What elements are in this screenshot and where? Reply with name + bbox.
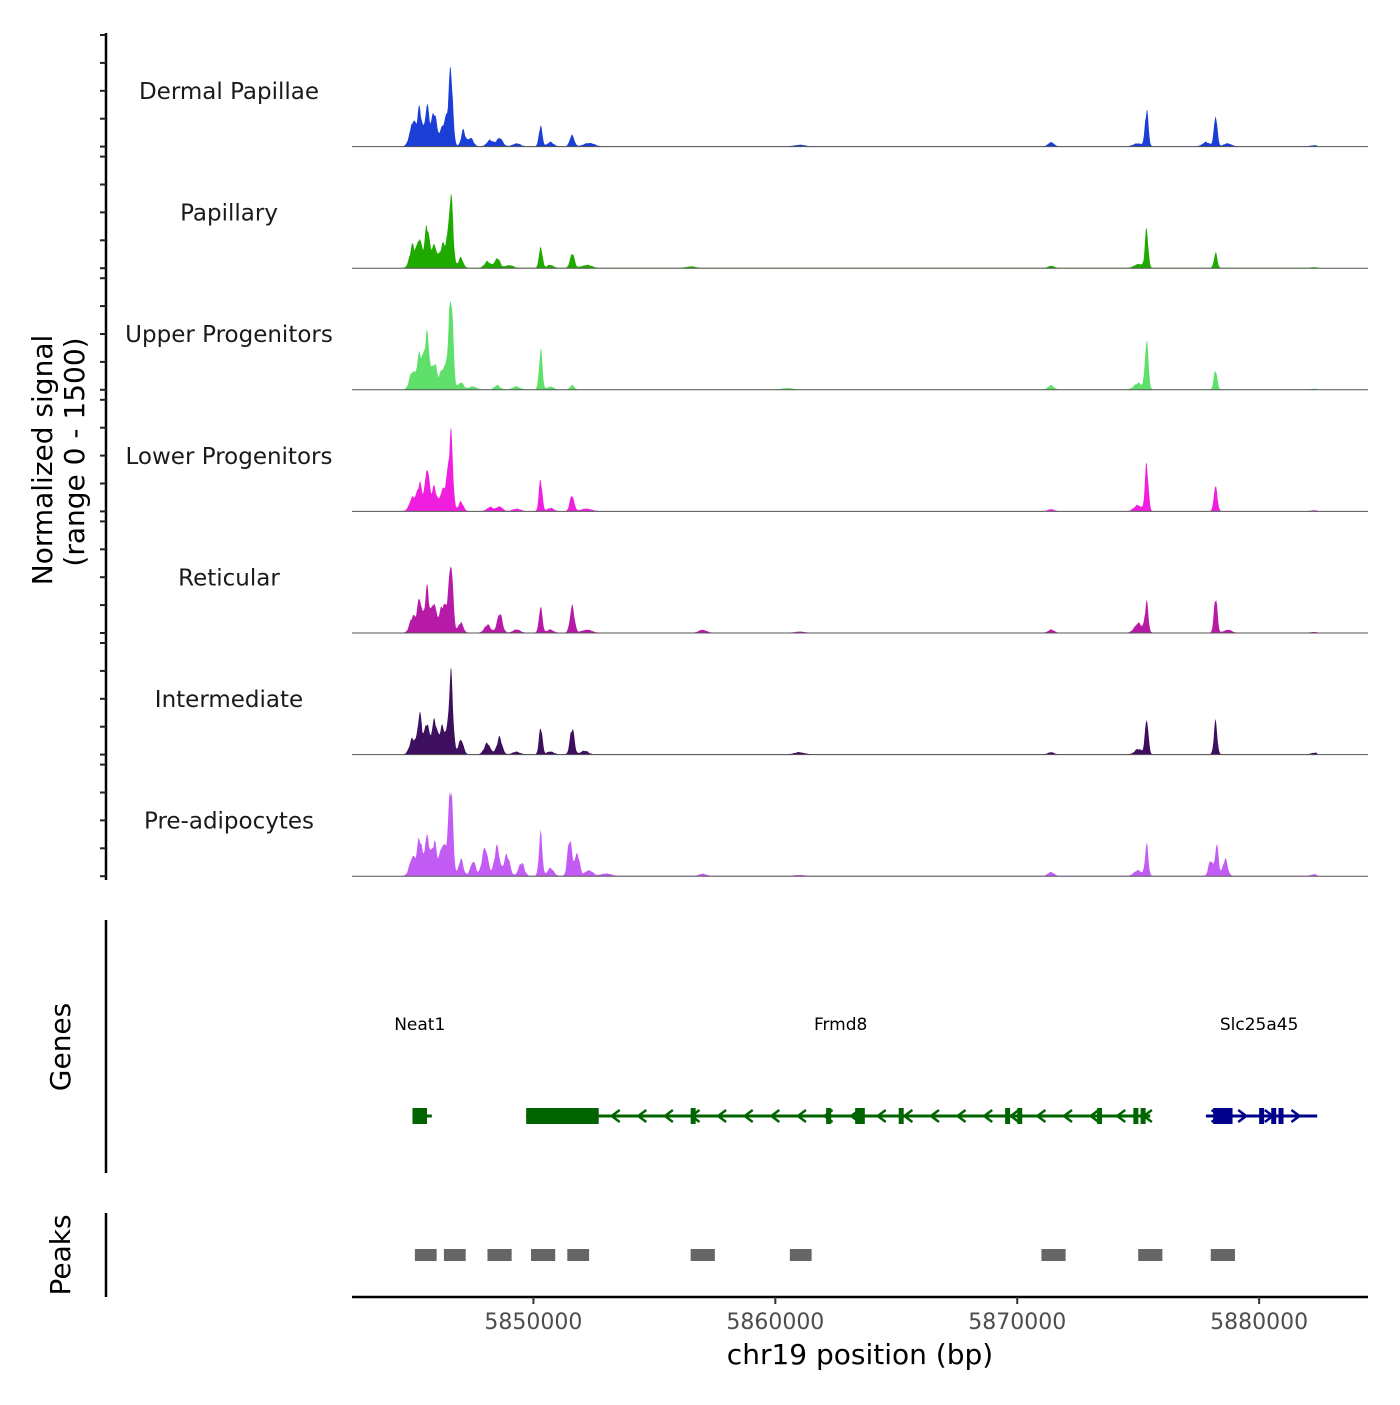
track-upper-progenitors: Upper Progenitors — [125, 301, 1368, 391]
signal-area — [402, 566, 1318, 633]
gene-label: Neat1 — [394, 1015, 445, 1035]
signal-area — [402, 193, 1318, 269]
track-dermal-papillae: Dermal Papillae — [139, 67, 1368, 148]
gene-exon — [826, 1108, 832, 1124]
strand-arrow — [769, 1109, 781, 1123]
gene-exon — [1259, 1108, 1265, 1124]
x-tick-label: 5860000 — [726, 1310, 824, 1335]
strand-arrow — [1088, 1109, 1100, 1123]
track-reticular: Reticular — [178, 565, 1368, 634]
peak-region — [531, 1249, 556, 1261]
peak-region — [1138, 1249, 1163, 1261]
gene-neat1: Neat1 — [394, 1015, 445, 1124]
strand-arrow — [742, 1109, 754, 1123]
peaks-track — [414, 1249, 1235, 1261]
strand-arrow — [1061, 1109, 1073, 1123]
peak-region — [414, 1249, 437, 1261]
peak-region — [1041, 1249, 1066, 1261]
peak-region — [487, 1249, 512, 1261]
track-label: Pre-adipocytes — [144, 809, 314, 835]
signal-area — [402, 67, 1318, 147]
track-label: Dermal Papillae — [139, 79, 319, 105]
strand-arrow — [1237, 1109, 1249, 1123]
gene-exon — [1005, 1108, 1011, 1124]
peaks-track-title: Peaks — [44, 1214, 77, 1295]
track-label: Papillary — [180, 201, 278, 227]
strand-arrow — [636, 1109, 648, 1123]
x-tick-label: 5850000 — [484, 1310, 582, 1335]
peak-region — [789, 1249, 812, 1261]
y-axis-title-line-2: (range 0 - 1500) — [58, 337, 91, 566]
signal-area — [402, 301, 1318, 390]
strand-arrow — [875, 1109, 887, 1123]
gene-exon — [855, 1108, 865, 1124]
strand-arrow — [716, 1109, 727, 1123]
x-axis: 5850000 5860000 5870000 5880000 — [352, 1295, 1368, 1335]
signal-area — [402, 668, 1318, 755]
track-label: Upper Progenitors — [125, 322, 333, 348]
strand-arrow — [1115, 1109, 1127, 1123]
gene-exon — [1097, 1108, 1103, 1124]
track-intermediate: Intermediate — [155, 668, 1368, 756]
strand-arrow — [1290, 1109, 1302, 1123]
x-axis-title: chr19 position (bp) — [727, 1338, 993, 1371]
gene-exon — [1140, 1108, 1146, 1124]
track-label: Lower Progenitors — [126, 444, 333, 470]
gene-frmd8: Frmd8 — [526, 1015, 1153, 1124]
track-label: Intermediate — [155, 687, 303, 713]
strand-arrow — [1035, 1109, 1047, 1123]
strand-arrow — [955, 1109, 967, 1123]
peak-region — [567, 1249, 590, 1261]
signal-area — [402, 791, 1318, 877]
strand-arrow — [1008, 1109, 1020, 1123]
strand-arrow — [609, 1109, 621, 1123]
gene-exon — [412, 1108, 427, 1124]
gene-slc25a45: Slc25a45 — [1205, 1015, 1318, 1124]
peak-region — [690, 1249, 715, 1261]
gene-exon — [1133, 1108, 1139, 1124]
track-label: Reticular — [178, 565, 280, 591]
x-tick-label: 5880000 — [1210, 1310, 1308, 1335]
strand-arrow — [928, 1109, 940, 1123]
peak-region — [443, 1249, 466, 1261]
gene-exon — [526, 1108, 599, 1124]
gene-exon — [1271, 1108, 1277, 1124]
track-lower-progenitors: Lower Progenitors — [126, 427, 1368, 512]
gene-exon — [1017, 1108, 1023, 1124]
strand-arrow — [662, 1109, 674, 1123]
coverage-tracks: Dermal Papillae Papillary Upper Progenitor… — [125, 67, 1368, 877]
gene-exon — [690, 1108, 696, 1124]
gene-label: Frmd8 — [814, 1015, 867, 1035]
track-papillary: Papillary — [180, 193, 1368, 269]
gene-label: Slc25a45 — [1220, 1015, 1299, 1035]
y-axis-title-line-1: Normalized signal — [26, 335, 59, 586]
signal-area — [402, 427, 1318, 512]
strand-arrow — [795, 1109, 807, 1123]
genes-track-title: Genes — [44, 1003, 77, 1091]
strand-arrow — [902, 1109, 914, 1123]
strand-arrow — [982, 1109, 993, 1123]
coverage-y-axis — [100, 33, 108, 880]
gene-exon — [1278, 1108, 1284, 1124]
gene-exon — [898, 1108, 904, 1124]
x-tick-label: 5870000 — [968, 1310, 1066, 1335]
gene-exon — [1213, 1108, 1233, 1124]
peak-region — [1210, 1249, 1235, 1261]
track-pre-adipocytes: Pre-adipocytes — [144, 791, 1368, 877]
gene-annotation-track: Neat1 Frmd8 Slc25a45 — [394, 1015, 1318, 1124]
